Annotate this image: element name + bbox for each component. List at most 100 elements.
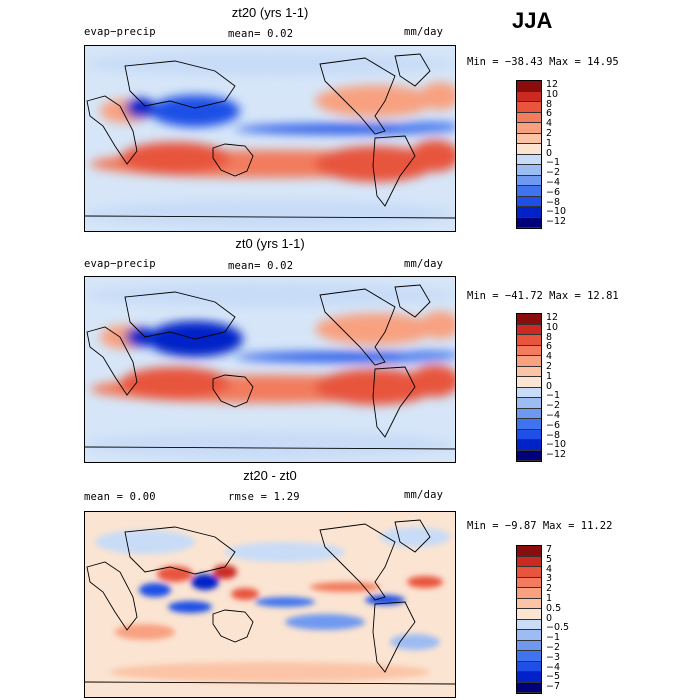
colorbar-segment	[517, 398, 541, 409]
panel-3-map	[84, 511, 456, 698]
coastlines	[85, 284, 455, 450]
colorbar-label: −2	[546, 167, 561, 179]
north-pacific-high	[315, 85, 435, 117]
colorbar-segment	[517, 335, 541, 346]
colorbar-segment	[517, 81, 541, 92]
diff-blob	[231, 588, 259, 600]
south-indian-high	[120, 367, 230, 399]
diff-blob	[110, 662, 430, 682]
panel-2-title: zt0 (yrs 1-1)	[235, 236, 305, 251]
panel-3-title: zt20 - zt0	[243, 468, 297, 483]
colorbar-segment	[517, 661, 541, 672]
colorbar-segment	[517, 112, 541, 123]
panel-2-mean-label: mean= 0.02	[228, 260, 294, 272]
colorbar-label: 1	[546, 370, 553, 382]
colorbar-label: −1	[546, 632, 561, 644]
panel-3-colorbar	[516, 545, 542, 694]
diff-blob	[310, 582, 380, 592]
colorbar-segment	[517, 408, 541, 419]
colorbar-label: 0	[546, 147, 553, 159]
colorbar-label: −1	[546, 390, 561, 402]
colorbar-label: 12	[546, 78, 559, 90]
colorbar-segment	[517, 175, 541, 186]
colorbar-label: −5	[546, 671, 561, 683]
panel-1-colorbar	[516, 80, 542, 229]
colorbar-label: 0.5	[546, 602, 562, 614]
panel-3-minmax: Min = −9.87 Max = 11.22	[467, 520, 613, 532]
colorbar-label: 12	[546, 311, 559, 323]
colorbar-segment	[517, 556, 541, 567]
colorbar-segment	[517, 366, 541, 377]
colorbar-label: −0.5	[546, 622, 570, 634]
colorbar-segment	[517, 165, 541, 176]
colorbar-label: 2	[546, 360, 553, 372]
colorbar-segment	[517, 672, 541, 683]
panel-1-variable-label: evap−precip	[84, 26, 156, 38]
colorbar-label: 4	[546, 351, 553, 363]
colorbar-label: 1	[546, 592, 553, 604]
colorbar-label: 4	[546, 118, 553, 130]
colorbar-label: 6	[546, 108, 553, 120]
diff-blob	[380, 527, 450, 547]
panel-1-minmax: Min = −38.43 Max = 14.95	[467, 56, 619, 68]
colorbar-label: 1	[546, 137, 553, 149]
colorbar-segment	[517, 651, 541, 662]
colorbar-segment	[517, 419, 541, 430]
colorbar-label: −12	[546, 216, 567, 228]
panel-2-units-label: mm/day	[404, 258, 444, 270]
colorbar-segment	[517, 217, 541, 228]
colorbar-label: 6	[546, 341, 553, 353]
colorbar-label: 2	[546, 583, 553, 595]
south-indian-high	[120, 142, 230, 174]
panel-3-rmse-label: rmse = 1.29	[228, 491, 300, 503]
season-label: JJA	[512, 8, 553, 33]
north-atlantic-high	[420, 82, 455, 110]
colorbar-segment	[517, 102, 541, 113]
southern-ocean	[85, 200, 455, 228]
colorbar-label: −12	[546, 449, 567, 461]
colorbar-segment	[517, 356, 541, 367]
colorbar-segment	[517, 144, 541, 155]
panel-1-title: zt20 (yrs 1-1)	[231, 5, 309, 20]
colorbar-label: 5	[546, 553, 553, 565]
colorbar-label: 0	[546, 380, 553, 392]
colorbar-label: −6	[546, 186, 561, 198]
coastlines	[85, 53, 455, 219]
colorbar-label: 10	[546, 88, 559, 100]
colorbar-label: 2	[546, 127, 553, 139]
panel-3-mean-label: mean = 0.00	[84, 491, 156, 503]
monsoon-warm-pool	[150, 95, 240, 127]
colorbar-segment	[517, 154, 541, 165]
colorbar-label: 4	[546, 563, 553, 575]
colorbar-segment	[517, 630, 541, 641]
colorbar-segment	[517, 324, 541, 335]
colorbar-label: 3	[546, 573, 553, 585]
colorbar-label: −6	[546, 419, 561, 431]
colorbar-label: −1	[546, 157, 561, 169]
diff-blob	[157, 566, 193, 582]
colorbar-segment	[517, 345, 541, 356]
south-pacific-high	[315, 146, 435, 182]
colorbar-label: −3	[546, 651, 561, 663]
colorbar-segment	[517, 567, 541, 578]
south-pacific-high	[315, 369, 435, 405]
colorbar-segment	[517, 91, 541, 102]
colorbar-segment	[517, 640, 541, 651]
colorbar-label: −4	[546, 176, 561, 188]
south-atlantic-high	[410, 140, 455, 172]
panel-2-map	[84, 276, 456, 463]
panel-2-variable-label: evap−precip	[84, 258, 156, 270]
colorbar-segment	[517, 440, 541, 451]
itcz-atlantic	[400, 351, 455, 359]
diff-blob	[407, 576, 443, 588]
itcz-atlantic	[400, 122, 455, 130]
colorbar-label: 10	[546, 321, 559, 333]
colorbar-segment	[517, 186, 541, 197]
colorbar-label: −10	[546, 206, 567, 218]
panel-1-map-svg	[85, 46, 455, 231]
diff-blob	[168, 601, 212, 613]
colorbar-label: −8	[546, 429, 561, 441]
diff-blob	[95, 530, 195, 554]
southern-ocean	[85, 431, 455, 459]
colorbar-label: −7	[546, 681, 561, 693]
